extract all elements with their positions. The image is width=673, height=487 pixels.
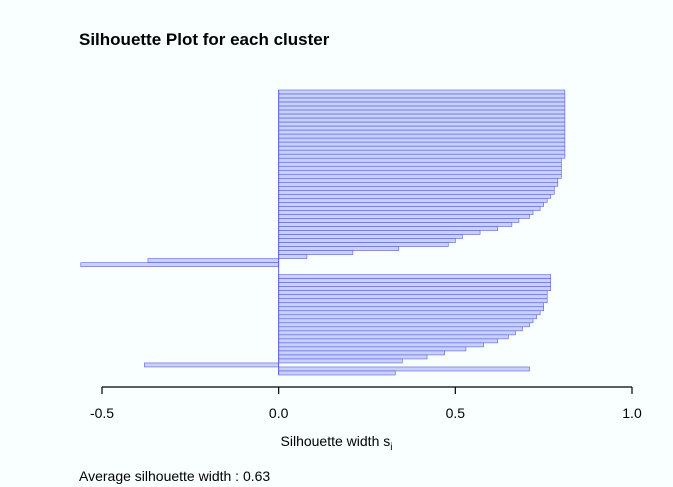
silhouette-bar-c1-8 (278, 117, 566, 123)
silhouette-bar-c1-39 (278, 242, 449, 247)
silhouette-bar-c1-17 (278, 153, 566, 159)
silhouette-bar-c2-17 (278, 338, 499, 344)
silhouette-bar-c2-6 (278, 294, 548, 300)
bars-layer (80, 89, 566, 376)
silhouette-bar-c1-40 (278, 246, 400, 251)
silhouette-bar-c2-13 (278, 322, 530, 328)
silhouette-bar-c1-7 (278, 113, 566, 119)
silhouette-bar-c1-38 (278, 238, 456, 243)
silhouette-bar-c1-13 (278, 137, 566, 143)
silhouette-bar-c2-25 (278, 370, 396, 376)
silhouette-bar-c2-4 (278, 286, 552, 291)
silhouette-bar-c1-28 (278, 198, 548, 203)
silhouette-bar-c1-23 (278, 178, 559, 183)
silhouette-bar-c1-10 (278, 125, 566, 131)
x-tick-label: -0.5 (90, 405, 114, 421)
silhouette-bar-c1-35 (278, 226, 499, 231)
silhouette-bar-c1-37 (278, 234, 463, 239)
silhouette-bar-c1-12 (278, 133, 566, 139)
silhouette-bar-c1-6 (278, 109, 566, 115)
silhouette-bar-c2-1 (278, 274, 552, 279)
x-tick-label: 0.0 (269, 405, 289, 421)
x-axis-label-subscript: i (390, 442, 393, 453)
silhouette-bar-c1-24 (278, 182, 559, 187)
silhouette-bar-c2-8 (278, 302, 544, 308)
silhouette-bar-c1-20 (278, 165, 562, 171)
x-axis-label: Silhouette width si (0, 433, 673, 453)
silhouette-bar-c1-41 (278, 250, 354, 255)
silhouette-bar-c2-7 (278, 298, 548, 304)
silhouette-bar-c1-36 (278, 230, 481, 235)
silhouette-bar-c1-26 (278, 190, 555, 195)
silhouette-bar-c1-14 (278, 141, 566, 147)
silhouette-bar-c2-24 (278, 366, 530, 372)
silhouette-bar-c1-32 (278, 214, 530, 219)
silhouette-bar-c1-15 (278, 145, 566, 151)
silhouette-bar-c2-23 (144, 362, 279, 368)
silhouette-bar-c2-5 (278, 290, 548, 296)
x-axis: -0.5 0.0 0.5 1.0 (90, 386, 642, 421)
silhouette-bar-c2-15 (278, 330, 516, 336)
x-tick-label: 1.0 (622, 405, 642, 421)
silhouette-bar-c2-12 (278, 318, 534, 324)
silhouette-bar-c1-19 (278, 161, 562, 167)
silhouette-bar-c2-3 (278, 282, 552, 287)
silhouette-bar-c1-31 (278, 210, 534, 215)
silhouette-bar-c1-43 (147, 258, 279, 263)
silhouette-bar-c1-34 (278, 222, 513, 227)
x-axis-label-main: Silhouette width s (280, 433, 391, 449)
chart-title: Silhouette Plot for each cluster (79, 30, 330, 49)
silhouette-bar-c1-27 (278, 194, 552, 199)
silhouette-bar-c1-33 (278, 218, 520, 223)
silhouette-bar-c1-18 (278, 157, 562, 163)
silhouette-bar-c2-19 (278, 346, 467, 352)
silhouette-bar-c1-16 (278, 149, 566, 155)
silhouette-bar-c1-2 (278, 93, 566, 99)
silhouette-bar-c1-30 (278, 206, 541, 211)
silhouette-bar-c2-2 (278, 278, 552, 283)
silhouette-bar-c2-20 (278, 350, 446, 356)
silhouette-bar-c1-21 (278, 169, 562, 175)
silhouette-bar-c2-21 (278, 354, 428, 360)
silhouette-bar-c1-25 (278, 186, 555, 191)
silhouette-bar-c1-11 (278, 129, 566, 135)
silhouette-bar-c1-5 (278, 105, 566, 111)
average-silhouette-width: Average silhouette width : 0.63 (79, 468, 271, 484)
silhouette-bar-c2-16 (278, 334, 509, 340)
silhouette-bar-c1-42 (278, 254, 308, 259)
silhouette-bar-c2-10 (278, 310, 541, 316)
silhouette-bar-c1-22 (278, 174, 562, 179)
silhouette-bar-c1-1 (278, 89, 566, 95)
silhouette-bar-c1-9 (278, 121, 566, 127)
silhouette-bar-c1-29 (278, 202, 544, 207)
x-tick-label: 0.5 (446, 405, 466, 421)
silhouette-bar-c2-22 (278, 358, 403, 364)
silhouette-bar-c1-44 (80, 262, 279, 267)
silhouette-bar-c1-3 (278, 97, 566, 103)
silhouette-bar-c2-9 (278, 306, 544, 312)
silhouette-bar-c2-14 (278, 326, 523, 332)
silhouette-bar-c2-18 (278, 342, 484, 348)
silhouette-bar-c1-4 (278, 101, 566, 107)
silhouette-bar-c2-11 (278, 314, 537, 320)
